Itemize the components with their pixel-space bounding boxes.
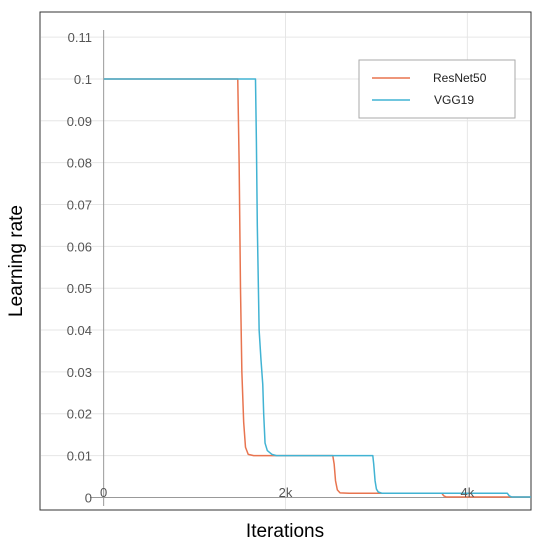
y-tick-label: 0.07 [67, 198, 92, 213]
x-tick-label: 4k [460, 485, 474, 500]
x-axis-title: Iterations [246, 521, 324, 542]
x-tick-labels: 0 2k 4k [100, 485, 475, 500]
plot-frame [39, 11, 532, 511]
legend-label-resnet50: ResNet50 [433, 71, 487, 85]
x-tick-label: 0 [100, 485, 107, 500]
series-line-resnet50 [103, 78, 531, 498]
y-tick-label: 0 [85, 490, 92, 505]
x-tick-label: 2k [279, 485, 293, 500]
y-tick-label: 0.09 [67, 114, 92, 129]
y-tick-label: 0.08 [67, 156, 92, 171]
y-tick-label: 0.04 [67, 323, 92, 338]
legend: ResNet50 VGG19 [358, 59, 516, 119]
y-tick-label: 0.02 [67, 407, 92, 422]
legend-box [358, 59, 516, 119]
y-tick-labels: 0 0.01 0.02 0.03 0.04 0.05 0.06 0.07 0.08 0.09 0.1… [67, 30, 92, 505]
y-tick-label: 0.11 [68, 30, 92, 45]
legend-label-vgg19: VGG19 [434, 93, 474, 107]
y-tick-label: 0.01 [67, 449, 92, 464]
y-axis-title: Learning rate [6, 205, 27, 317]
y-tick-label: 0.06 [67, 239, 92, 254]
series-line-vgg19 [103, 78, 531, 498]
y-tick-label: 0.05 [67, 281, 92, 296]
y-tick-label: 0.03 [67, 365, 92, 380]
series-layer [103, 78, 531, 498]
y-tick-label: 0.1 [74, 72, 92, 87]
